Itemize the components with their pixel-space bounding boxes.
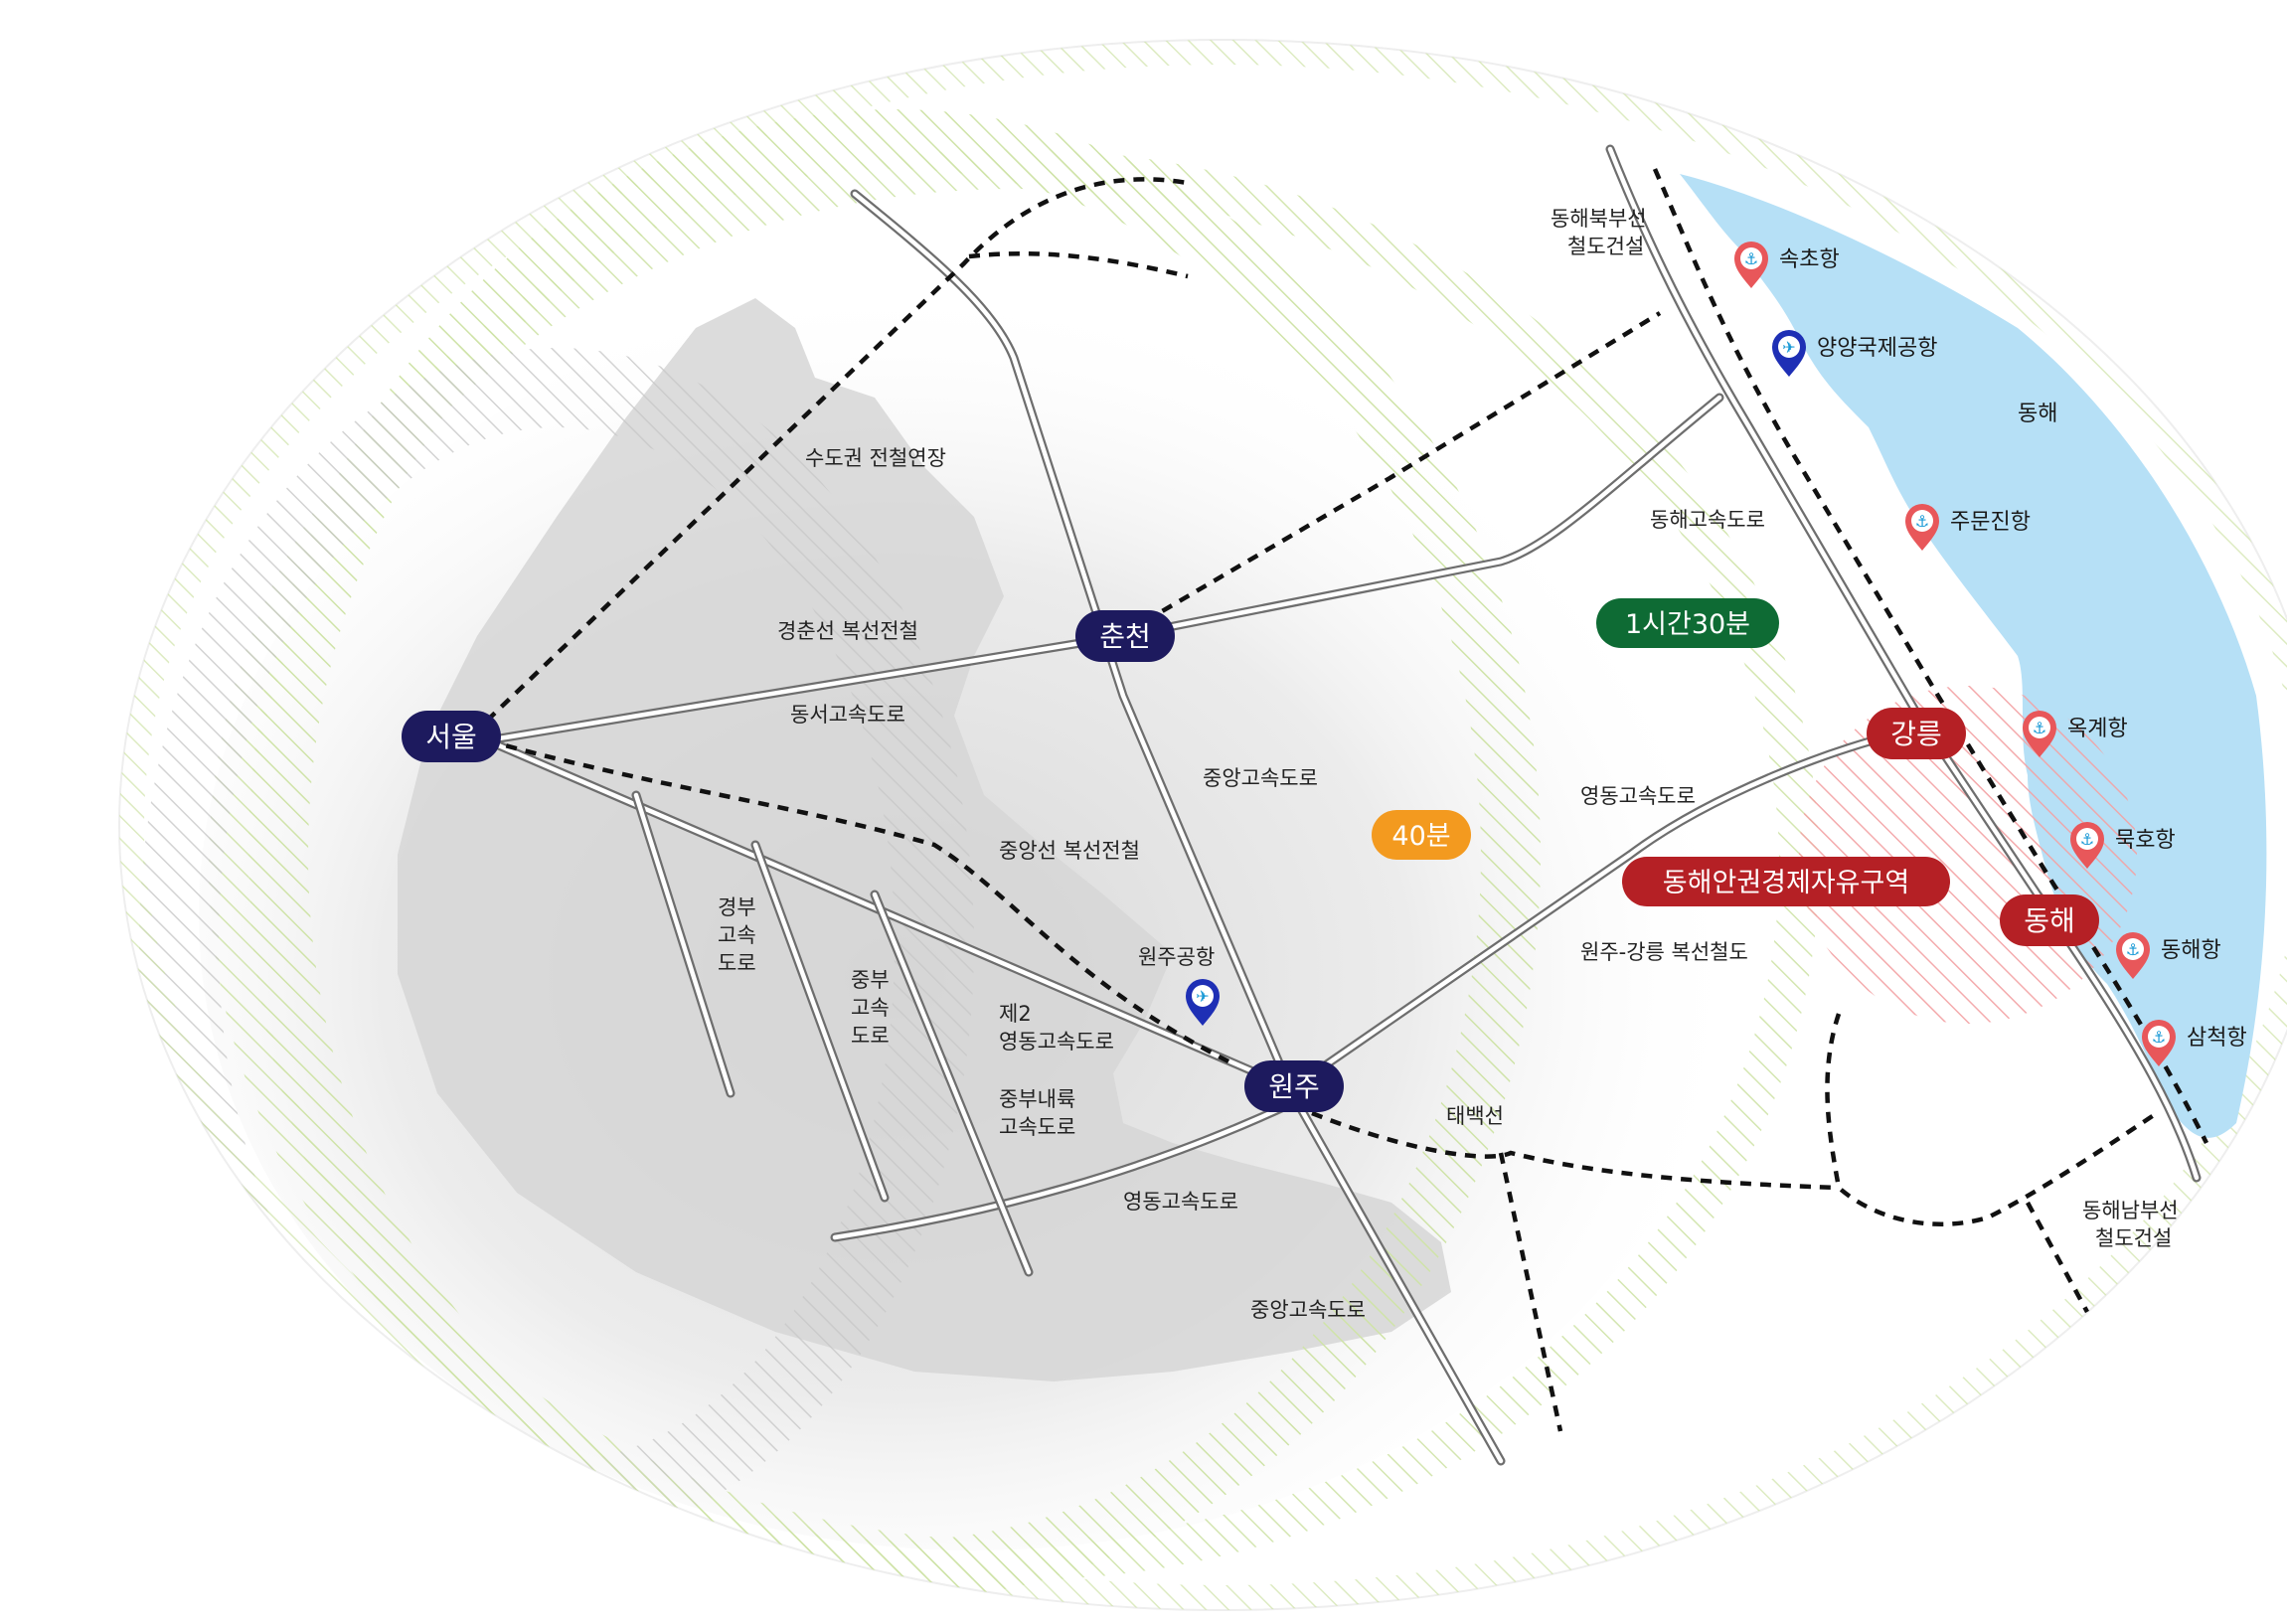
label-gyeongchun-line: 경춘선 복선전철 <box>777 619 918 643</box>
highways <box>482 144 2202 1466</box>
port-jumunjin: ⚓ 주문진항 <box>1905 504 2031 551</box>
port-okgye: ⚓ 옥계항 <box>2023 711 2128 757</box>
airport-wonju-label: 원주공항 <box>1138 945 1215 969</box>
sea-label: 동해 <box>2018 402 2057 426</box>
badge-fez: 동해안권경제자유구역 <box>1622 857 1950 906</box>
label-gyeongbu-2: 고속 <box>718 923 756 947</box>
anchor-icon: ⚓ <box>2070 822 2104 869</box>
airplane-icon: ✈ <box>1186 979 1220 1026</box>
airport-yangyang: ✈ 양양국제공항 <box>1772 330 1937 377</box>
svg-text:⚓: ⚓ <box>2126 940 2140 959</box>
label-yeongdong-highway-west: 영동고속도로 <box>1123 1190 1238 1214</box>
svg-text:✈: ✈ <box>1196 987 1209 1006</box>
city-wonju[interactable]: 원주 <box>1244 1060 1344 1112</box>
label-donghae-north-line-1: 동해북부선 <box>1551 207 1647 231</box>
label-gyeongbu-1: 경부 <box>718 895 756 919</box>
city-donghae[interactable]: 동해 <box>2000 894 2099 946</box>
label-jungbu-inland-1: 중부내륙 <box>999 1087 1075 1111</box>
route-labels: 수도권 전철연장 경춘선 복선전철 동서고속도로 중앙선 복선전철 중앙고속도로… <box>718 207 2179 1322</box>
city-wonju-label: 원주 <box>1268 1070 1320 1103</box>
anchor-icon: ⚓ <box>1734 242 1768 288</box>
city-seoul[interactable]: 서울 <box>402 711 501 762</box>
anchor-icon: ⚓ <box>2023 711 2056 757</box>
badge-fez-text: 동해안권경제자유구역 <box>1663 868 1909 898</box>
label-donghae-south-line-2: 철도건설 <box>2095 1226 2172 1250</box>
label-taebaek-line: 태백선 <box>1446 1104 1504 1128</box>
city-chuncheon[interactable]: 춘천 <box>1075 610 1175 662</box>
airplane-icon: ✈ <box>1772 330 1806 377</box>
badge-90min-text: 1시간30분 <box>1625 609 1750 640</box>
port-okgye-label: 옥계항 <box>2067 717 2128 741</box>
label-sudogwon-extension: 수도권 전철연장 <box>805 446 946 470</box>
airport-yangyang-label: 양양국제공항 <box>1817 336 1937 361</box>
label-jungang-line: 중앙선 복선전철 <box>999 839 1140 863</box>
port-donghae-label: 동해항 <box>2161 938 2221 963</box>
label-yeongdong-2nd-2: 영동고속도로 <box>999 1030 1114 1054</box>
svg-text:⚓: ⚓ <box>1744 249 1758 268</box>
port-sokcho-label: 속초항 <box>1779 247 1840 272</box>
label-jungbu-inland-2: 고속도로 <box>999 1115 1075 1139</box>
label-donghae-south-line-1: 동해남부선 <box>2082 1199 2179 1222</box>
badge-40min: 40분 <box>1372 810 1471 860</box>
svg-text:⚓: ⚓ <box>1915 512 1929 531</box>
label-yeongdong-highway-east: 영동고속도로 <box>1580 784 1696 808</box>
label-jungang-highway-north: 중앙고속도로 <box>1203 766 1318 790</box>
railways <box>485 168 2209 1432</box>
port-samcheok-label: 삼척항 <box>2187 1026 2247 1051</box>
city-gangneung[interactable]: 강릉 <box>1867 708 1966 759</box>
anchor-icon: ⚓ <box>2142 1020 2176 1066</box>
svg-text:⚓: ⚓ <box>2033 719 2046 737</box>
port-jumunjin-label: 주문진항 <box>1950 510 2031 535</box>
port-donghae: ⚓ 동해항 <box>2116 932 2221 979</box>
label-dongseo-highway: 동서고속도로 <box>790 703 905 727</box>
airport-wonju: ✈ <box>1186 979 1220 1026</box>
label-jungang-highway-south: 중앙고속도로 <box>1250 1298 1366 1322</box>
port-mukho: ⚓ 묵호항 <box>2070 822 2176 869</box>
label-gyeongbu-3: 도로 <box>718 951 756 975</box>
city-gangneung-label: 강릉 <box>1890 718 1942 750</box>
label-donghae-north-line-2: 철도건설 <box>1567 235 1644 258</box>
city-chuncheon-label: 춘천 <box>1099 620 1151 653</box>
anchor-icon: ⚓ <box>1905 504 1939 551</box>
ports: ⚓ 속초항 ⚓ 주문진항 ⚓ 옥계항 ⚓ <box>1734 242 2247 1066</box>
label-yeongdong-2nd-1: 제2 <box>999 1002 1032 1026</box>
label-donghae-highway: 동해고속도로 <box>1650 508 1765 532</box>
svg-text:⚓: ⚓ <box>2080 830 2094 849</box>
anchor-icon: ⚓ <box>2116 932 2150 979</box>
svg-text:⚓: ⚓ <box>2152 1028 2166 1047</box>
label-wonju-gangneung-rail: 원주-강릉 복선철도 <box>1580 940 1748 964</box>
city-donghae-label: 동해 <box>2024 904 2075 937</box>
label-jungbu-2: 고속 <box>851 996 890 1020</box>
label-jungbu-1: 중부 <box>851 968 890 992</box>
port-samcheok: ⚓ 삼척항 <box>2142 1020 2247 1066</box>
badge-90min: 1시간30분 <box>1596 598 1779 648</box>
badge-40min-text: 40분 <box>1391 821 1450 852</box>
city-seoul-label: 서울 <box>425 721 477 753</box>
port-mukho-label: 묵호항 <box>2115 828 2176 853</box>
label-jungbu-3: 도로 <box>851 1024 890 1048</box>
svg-text:✈: ✈ <box>1782 338 1795 357</box>
port-sokcho: ⚓ 속초항 <box>1734 242 1840 288</box>
